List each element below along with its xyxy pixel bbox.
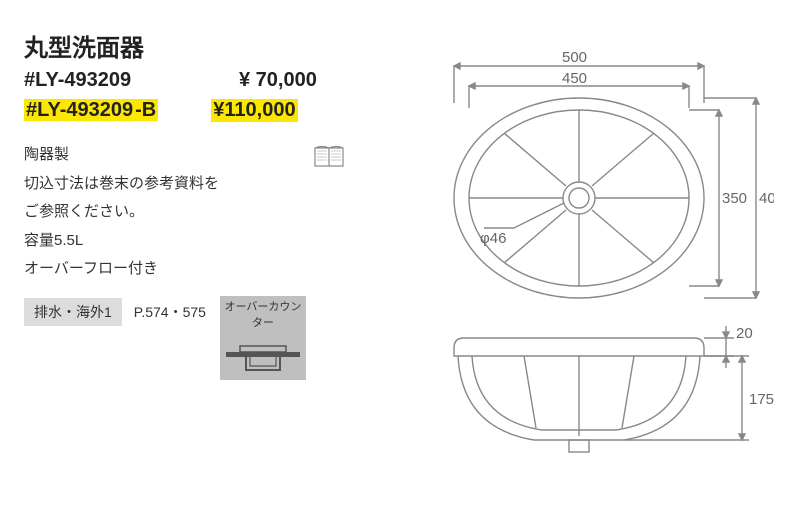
page-reference: P.574・575 — [134, 298, 206, 322]
model-code: #LY-493209-B — [24, 99, 158, 122]
model-row-2: #LY-493209-B ¥110,000 — [24, 99, 414, 129]
model-row-1: #LY-493209 ¥ 70,000 — [24, 69, 414, 99]
spec-line: 切込寸法は巻末の参考資料を — [24, 170, 414, 199]
spec-block: 陶器製 切込寸法は巻末の参考資料を ご参照ください。 容量5.5L オーバーフロ… — [24, 141, 414, 284]
dim-height-outer: 400 — [759, 190, 774, 207]
dim-height-inner: 350 — [722, 190, 747, 207]
spec-line: ご参照ください。 — [24, 198, 414, 227]
drain-tag: 排水・海外1 — [24, 298, 122, 326]
spec-line: オーバーフロー付き — [24, 255, 414, 284]
spec-line: 容量5.5L — [24, 227, 414, 256]
spec-line: 陶器製 — [24, 141, 414, 170]
over-counter-label: オーバーカウンター — [220, 296, 306, 332]
over-counter-block: オーバーカウンター — [220, 296, 306, 380]
model-price: ¥110,000 — [211, 99, 297, 122]
model-code: #LY-493209 — [24, 69, 239, 92]
dim-width-inner: 450 — [562, 70, 587, 87]
dim-depth: 175 — [749, 391, 774, 408]
dim-lip: 20 — [736, 325, 753, 342]
product-title: 丸型洗面器 — [24, 28, 414, 63]
technical-drawing: 500 450 φ46 350 400 — [414, 48, 774, 488]
dim-width-outer: 500 — [562, 49, 587, 66]
dim-drain: φ46 — [480, 230, 506, 247]
catalog-icon — [314, 145, 344, 167]
model-price: ¥ 70,000 — [239, 69, 317, 92]
over-counter-icon — [220, 332, 306, 380]
